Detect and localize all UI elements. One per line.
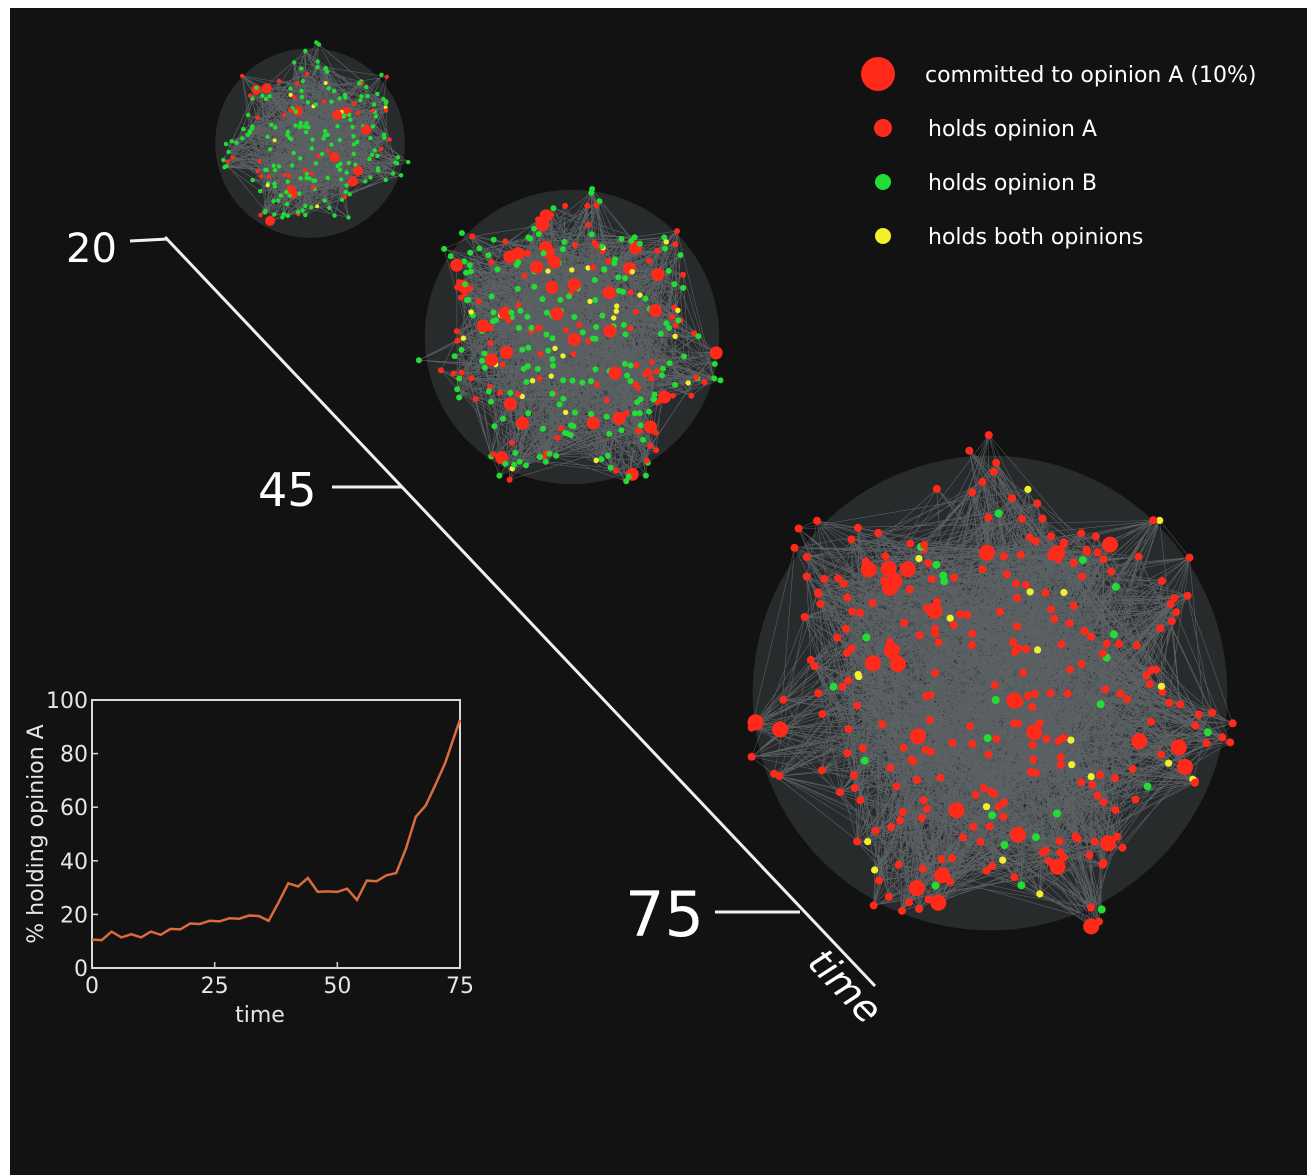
legend-committed-label: committed to opinion A (10%) bbox=[925, 63, 1256, 88]
x-tick-label: 25 bbox=[201, 974, 229, 999]
inset-line-chart: 0 25 50 75 0 20 40 60 80 100 time % holding opini… bbox=[24, 689, 474, 1028]
time-axis-label: time bbox=[800, 940, 891, 1032]
y-tick-label: 80 bbox=[60, 743, 88, 768]
inset-ticks: 0 25 50 75 0 20 40 60 80 100 bbox=[46, 689, 474, 999]
legend: committed to opinion A (10%) holds opini… bbox=[861, 57, 1256, 250]
legend-both-marker bbox=[875, 228, 891, 244]
legend-opinion-a-marker bbox=[874, 119, 892, 137]
network-snapshot-t45 bbox=[415, 186, 724, 485]
time-axis-line bbox=[163, 235, 877, 988]
legend-opinion-b-marker bbox=[875, 174, 891, 190]
inset-ylabel: % holding opinion A bbox=[24, 724, 49, 943]
legend-both-label: holds both opinions bbox=[928, 225, 1143, 250]
legend-committed-marker bbox=[861, 57, 895, 91]
legend-opinion-a-label: holds opinion A bbox=[928, 117, 1097, 142]
time-tick-20 bbox=[129, 237, 169, 243]
series-line-opinion-a bbox=[91, 719, 462, 942]
y-tick-label: 60 bbox=[60, 796, 88, 821]
time-mark-75: 75 bbox=[625, 878, 704, 951]
network-snapshot-t75 bbox=[747, 431, 1237, 935]
inset-plot-frame bbox=[91, 699, 461, 969]
x-tick-label: 50 bbox=[323, 974, 351, 999]
x-tick-label: 75 bbox=[446, 974, 474, 999]
inset-xlabel: time bbox=[235, 1003, 285, 1028]
y-tick-label: 40 bbox=[60, 850, 88, 875]
network-snapshot-t20 bbox=[215, 40, 411, 238]
time-mark-45: 45 bbox=[258, 463, 317, 517]
time-mark-20: 20 bbox=[66, 226, 117, 272]
y-tick-label: 100 bbox=[46, 689, 88, 714]
y-tick-label: 20 bbox=[60, 903, 88, 928]
figure-canvas: 20 45 75 time committed to opinion A (10… bbox=[10, 8, 1307, 1175]
network-figure: 20 45 75 time committed to opinion A (10… bbox=[24, 40, 1256, 1032]
y-tick-label: 0 bbox=[74, 957, 88, 982]
legend-opinion-b-label: holds opinion B bbox=[928, 171, 1097, 196]
x-tick-label: 0 bbox=[85, 974, 99, 999]
network-snapshots bbox=[215, 40, 1237, 935]
